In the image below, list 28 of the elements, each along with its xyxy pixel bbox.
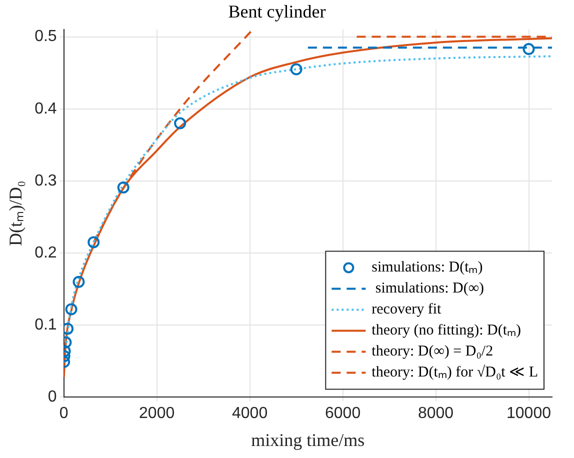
x-tick-label: 10000 bbox=[506, 405, 552, 422]
legend-label: theory: D(tₘ) for √D₀t ≪ L bbox=[372, 364, 538, 381]
legend-label: theory: D(∞) = D₀/2 bbox=[372, 344, 494, 360]
chart-title: Bent cylinder bbox=[228, 2, 326, 22]
point bbox=[88, 236, 100, 248]
x-tick-label: 0 bbox=[59, 405, 68, 422]
point bbox=[65, 303, 78, 316]
legend-label: theory (no fitting): D(tₘ) bbox=[372, 322, 522, 339]
point bbox=[117, 181, 130, 194]
legend-label: simulations: D(tₘ) bbox=[372, 260, 483, 276]
x-tick-label: 2000 bbox=[139, 405, 175, 422]
legend-label: simulations: D(∞) bbox=[372, 280, 484, 297]
x-axis-title: mixing time/ms bbox=[251, 430, 365, 450]
y-tick-label: 0.2 bbox=[34, 244, 57, 262]
y-tick-label: 0.1 bbox=[34, 316, 57, 334]
legend-label: recovery fit bbox=[372, 302, 442, 318]
y-axis-title: D(tₘ)/D₀ bbox=[6, 180, 26, 246]
point bbox=[522, 43, 535, 56]
y-tick-label: 0.5 bbox=[34, 28, 57, 46]
x-tick-label: 6000 bbox=[324, 405, 361, 422]
y-tick-label: 0.3 bbox=[34, 172, 57, 190]
point bbox=[290, 63, 302, 76]
x-tick-label: 4000 bbox=[232, 405, 268, 422]
point bbox=[72, 276, 85, 288]
point bbox=[174, 117, 186, 130]
y-tick-label: 0.4 bbox=[34, 100, 57, 118]
x-tick-label: 8000 bbox=[418, 405, 454, 422]
y-tick-label: 0 bbox=[48, 388, 57, 406]
